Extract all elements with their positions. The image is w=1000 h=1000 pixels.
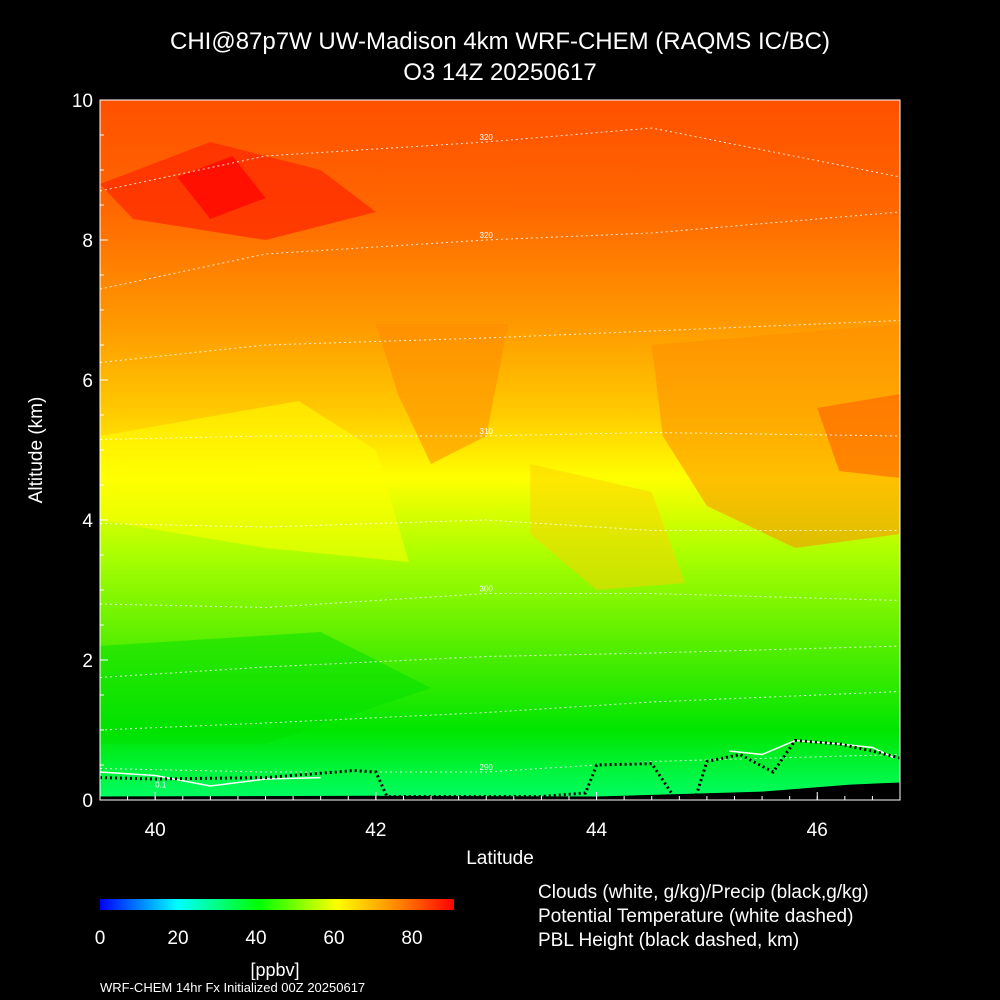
y-tick-label: 0 xyxy=(82,791,93,812)
theta-contour xyxy=(100,127,900,192)
terrain xyxy=(100,782,900,800)
legend-pbl: PBL Height (black dashed, km) xyxy=(538,930,800,951)
y-tick-label: 6 xyxy=(82,371,93,392)
colorbar-units: [ppbv] xyxy=(250,960,300,980)
theta-contour xyxy=(100,593,900,609)
pbl-line xyxy=(100,738,900,798)
theta-contour xyxy=(100,211,900,290)
colorbar-tick: 0 xyxy=(94,928,106,949)
x-tick-label: 40 xyxy=(145,820,166,841)
colorbar-tick: 20 xyxy=(167,928,189,949)
y-tick-label: 2 xyxy=(82,651,93,672)
chart-subtitle: O3 14Z 20250617 xyxy=(403,59,597,86)
cloud-contour xyxy=(100,771,321,787)
theta-contour-label: 310 xyxy=(480,427,494,436)
chart-title: CHI@87p7W UW-Madison 4km WRF-CHEM (RAQMS… xyxy=(170,28,830,55)
x-tick-label: 42 xyxy=(365,820,386,841)
ozone-plume xyxy=(530,464,685,590)
theta-contour xyxy=(100,754,900,773)
x-tick-label: 44 xyxy=(586,820,608,841)
y-tick-label: 8 xyxy=(82,231,93,252)
ozone-plume xyxy=(100,401,409,562)
footer-note: WRF-CHEM 14hr Fx Initialized 00Z 2025061… xyxy=(100,980,366,995)
theta-contour-label: 320 xyxy=(480,133,494,142)
theta-contours: 290 300 310 320 320 xyxy=(100,127,900,773)
ozone-plume xyxy=(651,324,900,548)
legend-clouds: Clouds (white, g/kg)/Precip (black,g/kg) xyxy=(538,882,869,903)
y-tick-label: 4 xyxy=(82,511,93,532)
theta-contour xyxy=(100,691,900,731)
theta-contour xyxy=(100,519,900,531)
colorbar-tick: 80 xyxy=(401,928,423,949)
cloud-contour-label: 0.1 xyxy=(155,781,167,790)
ozone-plume xyxy=(817,394,900,478)
colorbar xyxy=(100,899,454,910)
y-tick-label: 10 xyxy=(72,91,93,112)
colorbar-tick: 40 xyxy=(245,928,267,949)
theta-contour-label: 300 xyxy=(480,585,494,594)
y-axis-label: Altitude (km) xyxy=(26,396,47,504)
cloud-contours: 0.1 xyxy=(100,739,895,790)
theta-contour-label: 290 xyxy=(480,763,494,772)
x-axis-label: Latitude xyxy=(466,848,534,869)
pbl-height-line xyxy=(100,738,900,798)
ozone-features xyxy=(100,142,900,744)
legend-theta: Potential Temperature (white dashed) xyxy=(538,906,854,927)
cloud-contour xyxy=(728,739,895,759)
theta-contour xyxy=(100,320,900,363)
ozone-plume xyxy=(375,324,509,464)
theta-contour-label: 320 xyxy=(480,231,494,240)
x-tick-label: 46 xyxy=(807,820,828,841)
theta-contour xyxy=(100,431,900,440)
ozone-plume xyxy=(177,156,266,219)
ozone-plume xyxy=(100,632,431,744)
theta-contour xyxy=(100,645,900,678)
colorbar-tick: 60 xyxy=(323,928,345,949)
